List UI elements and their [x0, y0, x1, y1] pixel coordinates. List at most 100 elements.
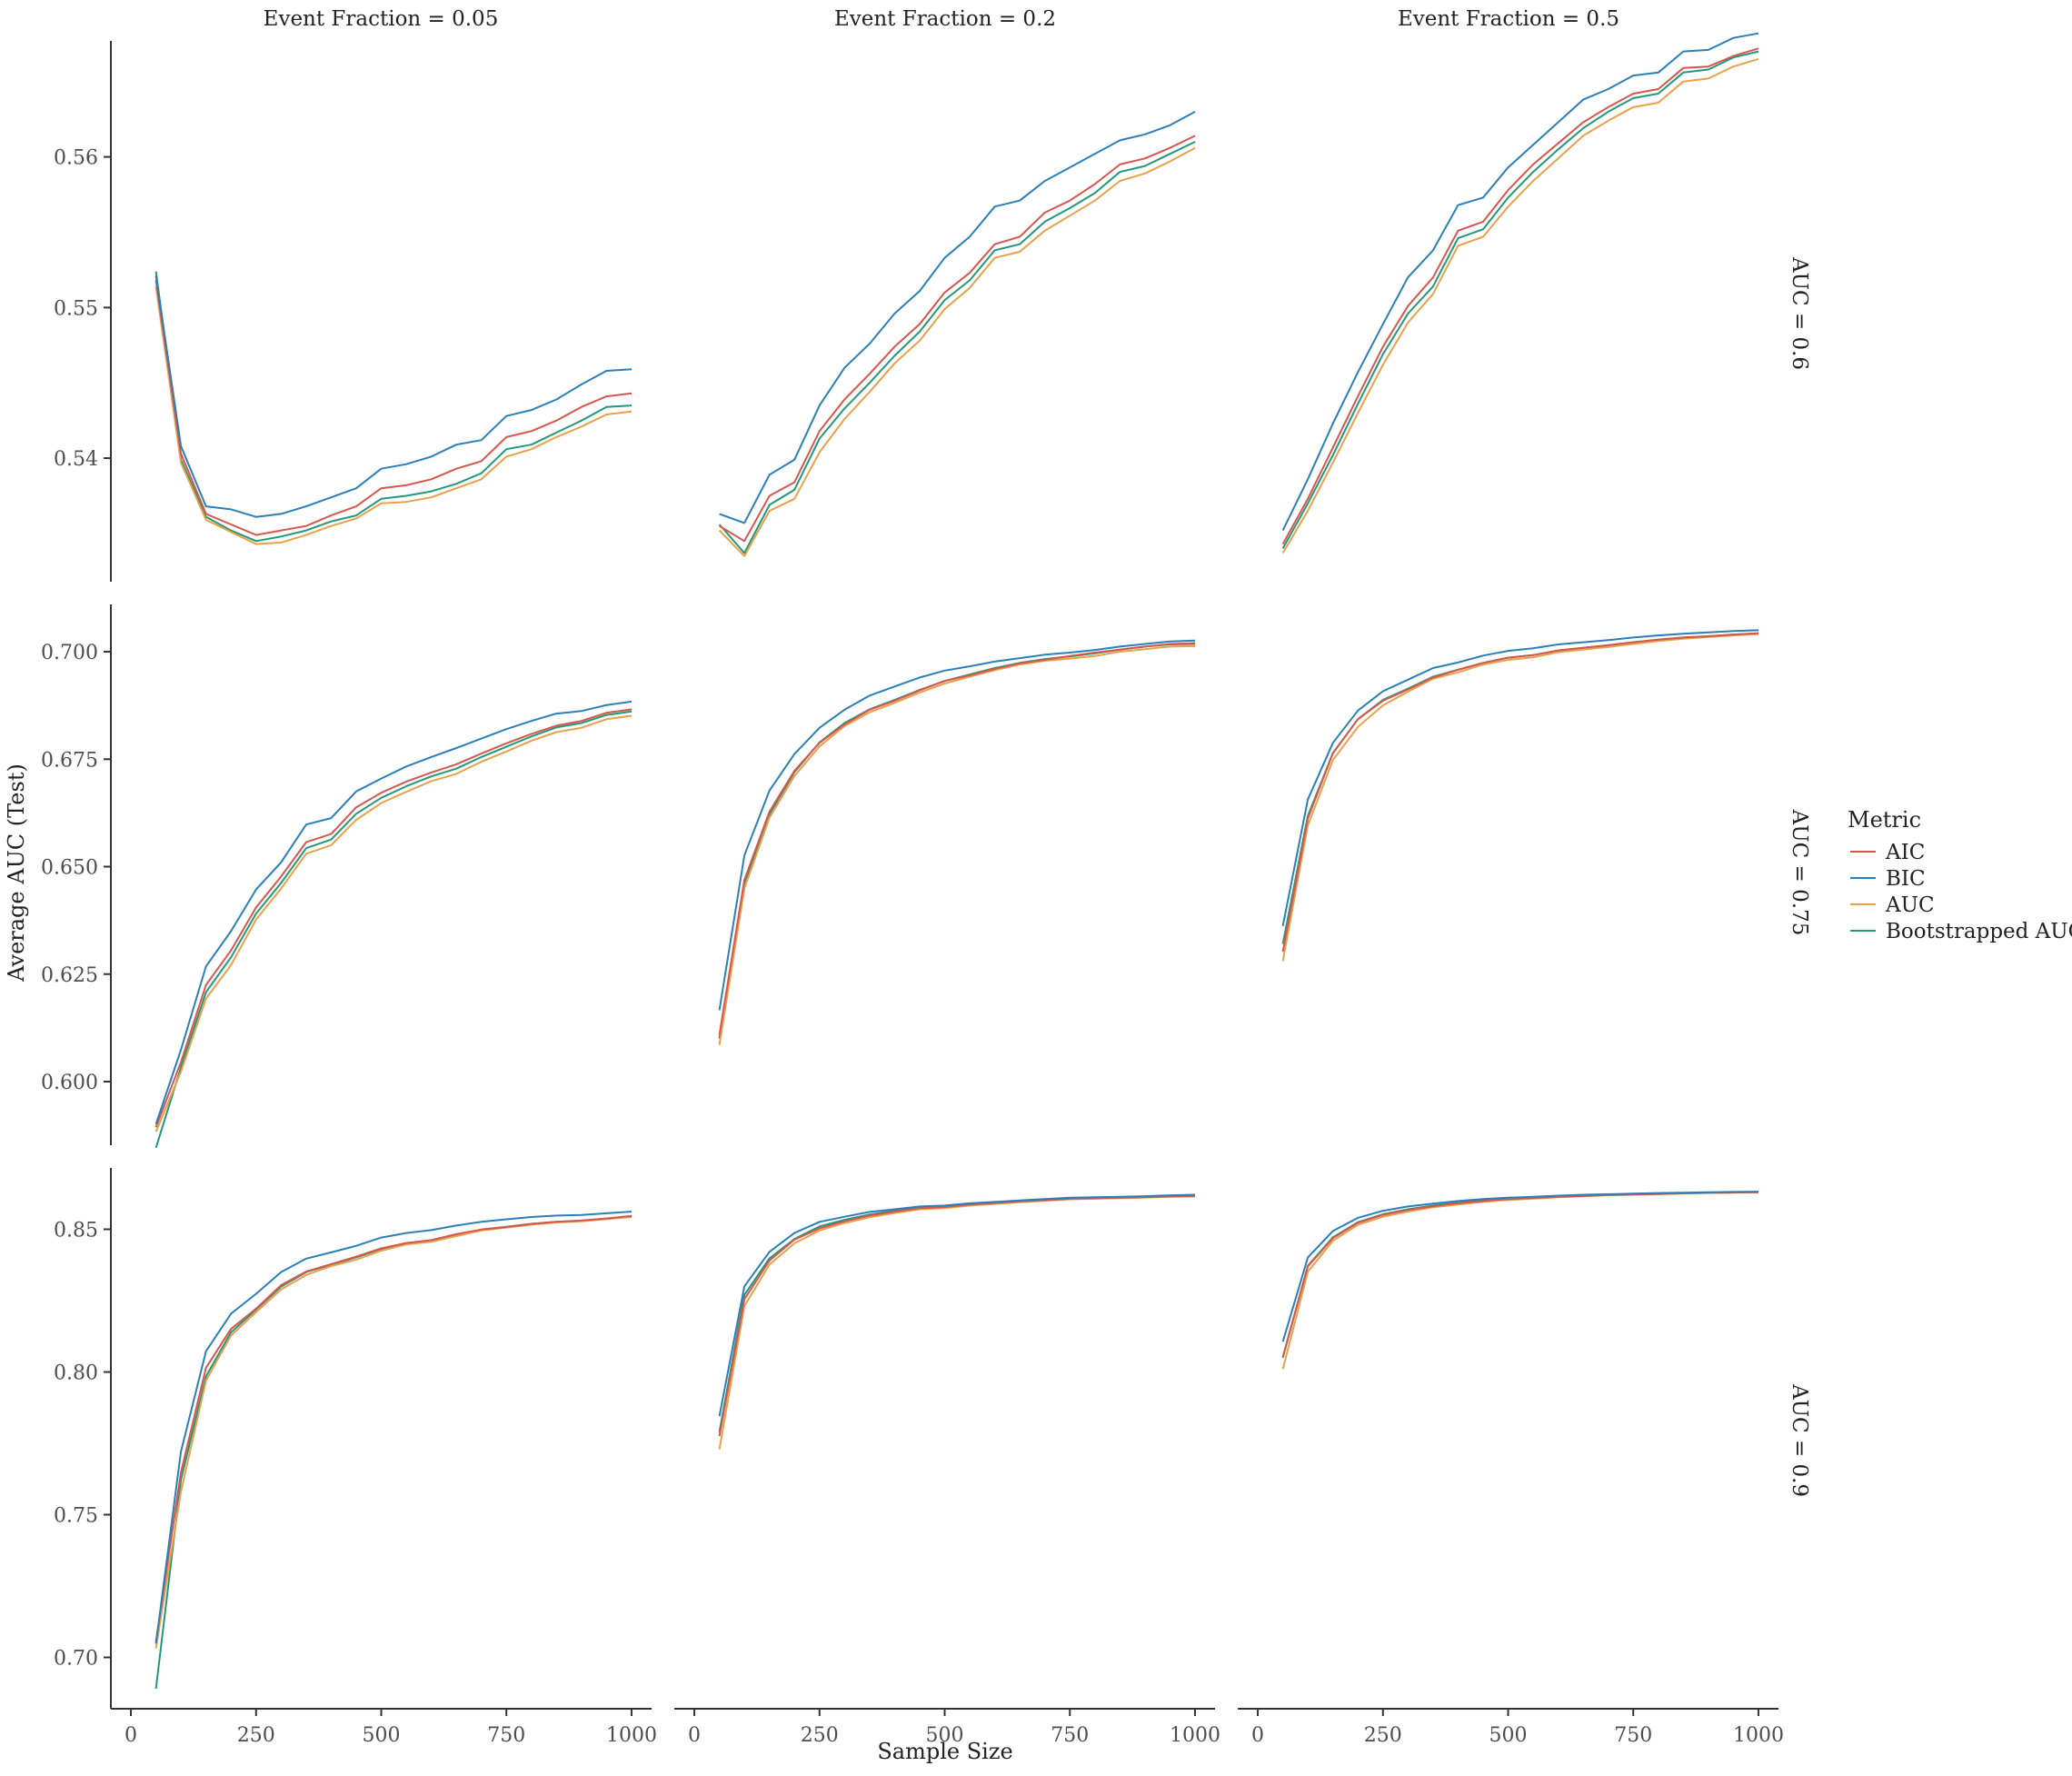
series-line-auc: [1281, 57, 1759, 554]
series-line-aic: [1281, 47, 1759, 545]
series-line-bootstrapped-auc: [718, 141, 1196, 554]
series-line-auc: [154, 1216, 633, 1649]
legend-item: BIC: [1850, 867, 1926, 891]
legend-item: AUC: [1850, 893, 1935, 917]
strip-label-col-3: Event Fraction = 0.5: [1398, 7, 1619, 31]
y-tick-label: 0.55: [54, 297, 98, 320]
y-tick-label: 0.70: [54, 1647, 98, 1670]
series-line-auc: [1281, 1191, 1759, 1370]
series-line-auc: [154, 714, 633, 1132]
panel-r3-c1: [154, 1211, 633, 1690]
series-line-auc: [718, 1195, 1196, 1450]
legend-label: AIC: [1885, 841, 1925, 864]
strip-label-row-2: AUC = 0.75: [1788, 809, 1811, 936]
series-line-aic: [154, 1214, 633, 1642]
series-line-bootstrapped-auc: [1281, 1191, 1759, 1359]
y-axis-row-1: 0.54 0.55 0.56: [54, 41, 112, 582]
x-tick-label: 250: [1364, 1724, 1402, 1747]
strip-label-col-2: Event Fraction = 0.2: [834, 7, 1056, 31]
series-line-aic: [718, 642, 1196, 1036]
legend-item: AIC: [1850, 841, 1925, 864]
legend-label: BIC: [1886, 867, 1926, 891]
y-tick-label: 0.75: [54, 1504, 98, 1527]
x-tick-label: 1000: [1733, 1724, 1784, 1747]
panel-r1-c1: [154, 271, 633, 545]
y-tick-label: 0.85: [54, 1220, 98, 1242]
series-line-auc: [718, 644, 1196, 1045]
x-tick-label: 0: [1251, 1724, 1264, 1747]
strip-label-row-3: AUC = 0.9: [1788, 1383, 1811, 1497]
series-line-auc: [154, 286, 633, 545]
panels: 0.540.550.560.6000.6250.6500.6750.7000.7…: [41, 32, 1784, 1747]
y-tick-label: 0.625: [41, 964, 98, 987]
y-tick-label: 0.54: [54, 448, 98, 471]
strip-label-col-1: Event Fraction = 0.05: [264, 7, 499, 31]
y-tick-label: 0.650: [41, 857, 98, 880]
series-line-aic: [1281, 632, 1759, 953]
series-line-aic: [154, 280, 633, 536]
x-axis-col-2: 0 250 500 750 1000: [674, 1708, 1220, 1747]
series-line-bic: [154, 700, 633, 1125]
panel-r2-c2: [718, 639, 1196, 1045]
series-line-bic: [1281, 32, 1759, 532]
x-tick-label: 1000: [1170, 1724, 1220, 1747]
x-tick-label: 250: [237, 1724, 275, 1747]
y-axis-row-3: 0.70 0.75 0.80 0.85: [54, 1168, 112, 1709]
x-axis-title: Sample Size: [877, 1739, 1012, 1764]
series-line-bootstrapped-auc: [718, 643, 1196, 1039]
panel-r3-c2: [718, 1193, 1196, 1450]
y-tick-label: 0.56: [54, 147, 98, 170]
series-line-bic: [1281, 629, 1759, 926]
x-tick-label: 750: [1051, 1724, 1089, 1747]
series-line-auc: [718, 146, 1196, 557]
strip-label-row-1: AUC = 0.6: [1788, 256, 1811, 370]
x-axis-col-3: 0 250 500 750 1000: [1238, 1708, 1784, 1747]
series-line-aic: [1281, 1191, 1759, 1358]
series-line-bic: [154, 1211, 633, 1644]
y-tick-label: 0.600: [41, 1072, 98, 1094]
legend-title: Metric: [1848, 807, 1921, 833]
x-tick-label: 250: [801, 1724, 839, 1747]
x-tick-label: 750: [1614, 1724, 1652, 1747]
x-tick-label: 0: [688, 1724, 701, 1747]
x-tick-label: 1000: [606, 1724, 657, 1747]
series-line-bootstrapped-auc: [1281, 632, 1759, 944]
y-tick-label: 0.700: [41, 642, 98, 664]
series-line-bic: [1281, 1191, 1759, 1342]
series-line-bic: [718, 639, 1196, 1011]
x-tick-label: 500: [1489, 1724, 1528, 1747]
series-line-aic: [154, 708, 633, 1128]
series-line-bootstrapped-auc: [718, 1194, 1196, 1432]
legend-label: Bootstrapped AUC: [1886, 920, 2072, 943]
legend-label: AUC: [1885, 893, 1935, 917]
series-line-bic: [718, 1193, 1196, 1417]
series-line-bootstrapped-auc: [154, 1215, 633, 1690]
panel-r3-c3: [1281, 1191, 1759, 1370]
series-line-aic: [719, 135, 1196, 543]
x-tick-label: 750: [487, 1724, 525, 1747]
y-tick-label: 0.80: [54, 1362, 98, 1384]
series-line-bootstrapped-auc: [1281, 50, 1759, 549]
series-line-bootstrapped-auc: [154, 271, 633, 543]
panel-r1-c2: [718, 111, 1196, 557]
series-line-bootstrapped-auc: [154, 710, 633, 1149]
series-line-aic: [718, 1194, 1196, 1437]
y-axis-title: Average AUC (Test): [4, 763, 29, 983]
y-axis-row-2: 0.600 0.625 0.650 0.675 0.700: [41, 604, 112, 1145]
x-tick-label: 0: [125, 1724, 137, 1747]
panel-r2-c3: [1281, 629, 1759, 962]
column-strips: Event Fraction = 0.05 Event Fraction = 0…: [264, 7, 1619, 31]
x-tick-label: 500: [363, 1724, 401, 1747]
series-line-auc: [1281, 633, 1759, 962]
y-tick-label: 0.675: [41, 749, 98, 772]
panel-r2-c1: [154, 700, 633, 1149]
panel-r1-c3: [1281, 32, 1759, 554]
x-axis-col-1: 0 250 500 750 1000: [111, 1708, 657, 1747]
series-line-bic: [154, 275, 633, 518]
row-strips: AUC = 0.6 AUC = 0.75 AUC = 0.9: [1788, 256, 1811, 1497]
series-line-bic: [719, 111, 1196, 524]
